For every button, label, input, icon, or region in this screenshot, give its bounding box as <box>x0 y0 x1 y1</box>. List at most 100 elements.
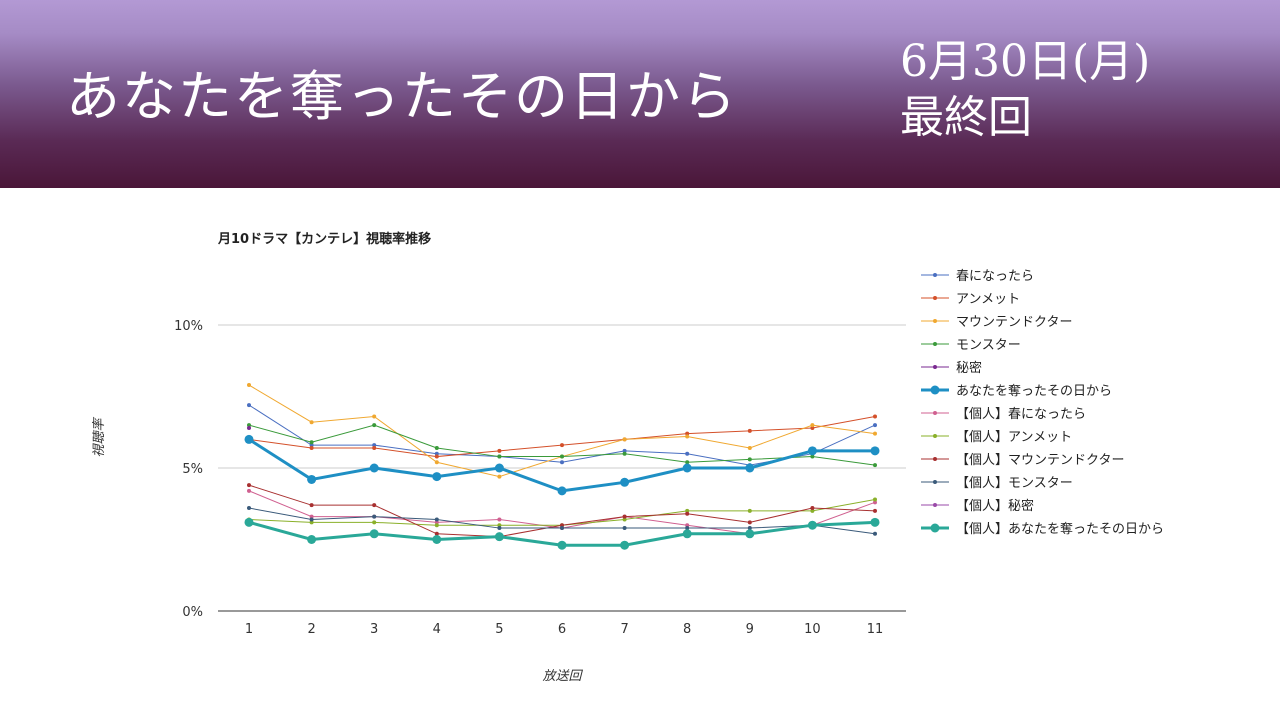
data-point <box>745 529 755 539</box>
data-point <box>747 526 752 531</box>
data-point <box>434 523 439 528</box>
data-point <box>873 497 877 502</box>
data-point <box>247 403 251 408</box>
data-point <box>557 486 567 496</box>
data-point <box>557 540 567 550</box>
data-point <box>307 474 317 484</box>
legend-label: 【個人】秘密 <box>956 498 1034 514</box>
data-point <box>807 520 817 530</box>
data-point <box>622 517 627 522</box>
data-point <box>810 454 815 459</box>
series-group <box>247 425 251 430</box>
data-point <box>622 448 627 453</box>
data-point <box>810 425 815 430</box>
y-axis-ticks: 0% 5% 10% <box>174 319 203 620</box>
y-axis-label: 視聴率 <box>91 417 107 458</box>
data-point <box>873 500 877 505</box>
data-point <box>685 451 690 456</box>
data-point <box>247 383 251 388</box>
legend-item: モンスター <box>921 338 1021 353</box>
data-point <box>682 529 692 539</box>
series-lines <box>244 383 880 550</box>
data-point <box>247 488 251 493</box>
data-point <box>685 508 690 513</box>
data-point <box>497 517 502 522</box>
legend-label: あなたを奪ったその日から <box>956 383 1112 399</box>
gridlines <box>218 324 906 469</box>
x-tick-label: 3 <box>370 622 378 637</box>
data-point <box>309 440 314 445</box>
legend: 春になったらアンメットマウンテンドクターモンスター秘密あなたを奪ったその日から【… <box>921 269 1164 537</box>
legend-label: 【個人】モンスター <box>956 476 1073 491</box>
data-point <box>810 506 815 511</box>
legend-label: 春になったら <box>956 269 1034 284</box>
legend-swatch-marker <box>933 480 937 484</box>
series-group <box>247 497 877 528</box>
data-point <box>560 460 564 465</box>
legend-swatch-marker <box>933 342 937 346</box>
x-tick-label: 8 <box>683 622 691 637</box>
legend-item: 【個人】マウンテンドクター <box>921 453 1124 468</box>
x-tick-label: 7 <box>620 622 628 637</box>
legend-item: あなたを奪ったその日から <box>921 383 1112 399</box>
data-point <box>247 506 251 511</box>
data-point <box>620 540 630 550</box>
data-point <box>685 460 690 465</box>
y-tick-label: 10% <box>174 319 203 334</box>
data-point <box>372 445 377 450</box>
data-point <box>873 423 877 428</box>
data-point <box>622 451 627 456</box>
legend-label: 秘密 <box>956 360 982 376</box>
data-point <box>873 431 877 436</box>
data-point <box>372 423 377 428</box>
data-point <box>434 520 439 525</box>
data-point <box>434 517 439 522</box>
data-point <box>682 463 692 473</box>
x-tick-label: 5 <box>495 622 503 637</box>
series-group <box>244 517 880 550</box>
data-point <box>247 483 251 488</box>
data-point <box>870 517 880 527</box>
legend-item: 春になったら <box>921 269 1034 284</box>
data-point <box>244 517 254 527</box>
series-group <box>244 434 880 496</box>
chart-area: 月10ドラマ【カンテレ】視聴率推移 0% 5% 10% 1 2 3 4 5 6 7 8 9 10 11 … <box>0 188 1280 720</box>
data-point <box>497 448 502 453</box>
ratings-line-chart: 月10ドラマ【カンテレ】視聴率推移 0%5%10% 1 2 3 4 5 6 7 8 9 10 11 … <box>91 231 1164 684</box>
data-point <box>497 526 502 531</box>
legend-item: 【個人】春になったら <box>921 407 1086 422</box>
series-group <box>247 423 877 468</box>
legend-label: 【個人】春になったら <box>956 407 1086 422</box>
legend-swatch-marker <box>933 434 937 438</box>
data-point <box>685 431 690 436</box>
legend-label: 【個人】アンメット <box>956 430 1072 445</box>
header-banner: あなたを奪ったその日から 6月30日(月) 最終回 <box>0 0 1280 188</box>
data-point <box>870 446 880 456</box>
drama-title: あなたを奪ったその日から <box>66 65 738 128</box>
x-axis-ticks: 1 2 3 4 5 6 7 8 9 10 11 <box>245 622 883 637</box>
legend-label: アンメット <box>956 292 1020 307</box>
data-point <box>873 508 877 513</box>
data-point <box>747 428 752 433</box>
data-point <box>369 529 379 539</box>
x-tick-label: 6 <box>558 622 566 637</box>
legend-swatch-marker <box>933 411 937 415</box>
x-axis-label: 放送回 <box>542 669 583 684</box>
x-tick-label: 9 <box>746 622 754 637</box>
data-point <box>622 514 627 519</box>
x-tick-label: 2 <box>307 622 315 637</box>
legend-item: 秘密 <box>921 360 982 376</box>
data-point <box>309 445 314 450</box>
series-group <box>247 506 877 536</box>
data-point <box>560 526 564 531</box>
data-point <box>434 454 439 459</box>
data-point <box>434 451 439 456</box>
data-point <box>873 414 877 419</box>
x-tick-label: 11 <box>867 622 884 637</box>
legend-item: アンメット <box>921 292 1020 307</box>
x-tick-label: 10 <box>804 622 821 637</box>
legend-item: マウンテンドクター <box>921 315 1072 330</box>
data-point <box>309 514 314 519</box>
x-tick-label: 4 <box>433 622 441 637</box>
broadcast-date: 6月30日(月) <box>900 36 1151 87</box>
